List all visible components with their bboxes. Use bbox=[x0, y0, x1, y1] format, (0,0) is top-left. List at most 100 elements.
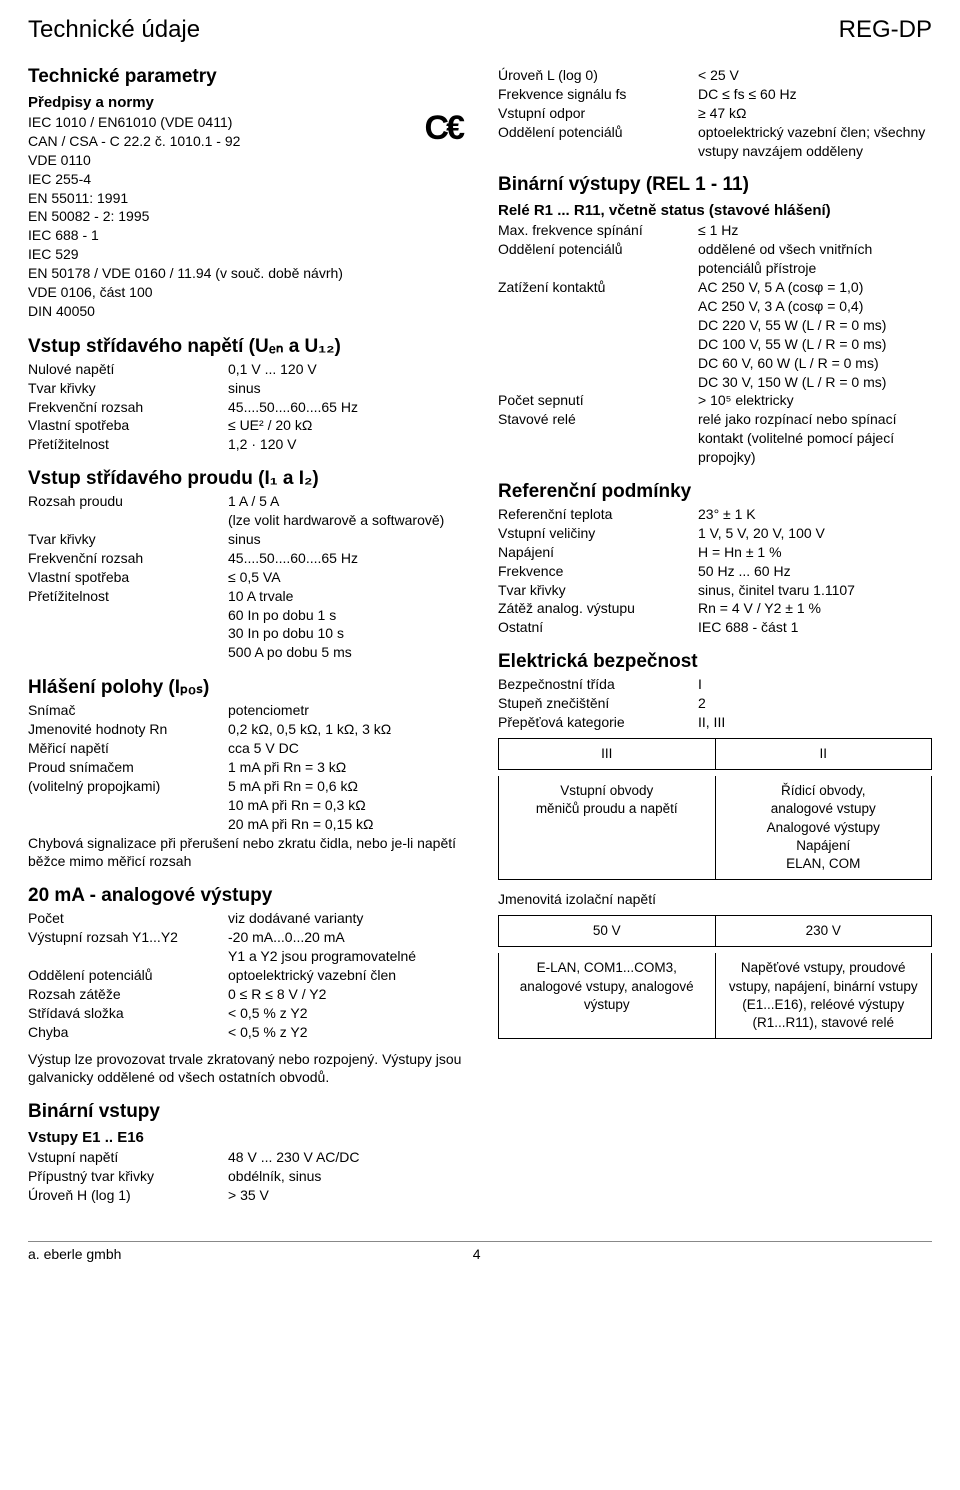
spec-row: Výstupní rozsah Y1...Y2-20 mA...0...20 m… bbox=[28, 928, 462, 966]
spec-row: Měřicí napětícca 5 V DC bbox=[28, 739, 462, 758]
list-item: EN 50178 / VDE 0160 / 11.94 (v souč. dob… bbox=[28, 264, 462, 283]
analog-out-heading: 20 mA - analogové výstupy bbox=[28, 885, 462, 907]
left-column: Technické parametry Předpisy a normy C€ … bbox=[28, 52, 462, 1205]
spec-label: Frekvence signálu fs bbox=[498, 85, 698, 104]
spec-row: Proud snímačem1 mA při Rn = 3 kΩ bbox=[28, 758, 462, 777]
pos-report-heading: Hlášení polohy (Iₚₒₛ) bbox=[28, 676, 462, 699]
spec-value: < 0,5 % z Y2 bbox=[228, 1023, 462, 1042]
spec-label: Tvar křivky bbox=[28, 530, 228, 549]
spec-row: Tvar křivkysinus bbox=[28, 530, 462, 549]
spec-label: Max. frekvence spínání bbox=[498, 221, 698, 240]
spec-row: Jmenovité hodnoty Rn0,2 kΩ, 0,5 kΩ, 1 kΩ… bbox=[28, 720, 462, 739]
spec-value: DC ≤ fs ≤ 60 Hz bbox=[698, 85, 932, 104]
t1-h2: II bbox=[715, 739, 932, 769]
list-item: IEC 688 - 1 bbox=[28, 226, 462, 245]
spec-label: Střídavá složka bbox=[28, 1004, 228, 1023]
spec-label: Nulové napětí bbox=[28, 360, 228, 379]
spec-value: 1 mA při Rn = 3 kΩ bbox=[228, 758, 462, 777]
spec-label: Oddělení potenciálů bbox=[498, 240, 698, 278]
spec-label: Bezpečnostní třída bbox=[498, 675, 698, 694]
spec-row: Nulové napětí0,1 V ... 120 V bbox=[28, 360, 462, 379]
bin-out-rows: Max. frekvence spínání≤ 1 HzOddělení pot… bbox=[498, 221, 932, 467]
spec-row: Vlastní spotřeba≤ UE² / 20 kΩ bbox=[28, 416, 462, 435]
spec-value: 2 bbox=[698, 694, 932, 713]
spec-label: Vstupní odpor bbox=[498, 104, 698, 123]
spec-value: optoelektrický vazební člen bbox=[228, 966, 462, 985]
footer-left: a. eberle gmbh bbox=[28, 1246, 121, 1262]
spec-row: Počet sepnutí> 10⁵ elektricky bbox=[498, 391, 932, 410]
right-column: Úroveň L (log 0)< 25 VFrekvence signálu … bbox=[498, 52, 932, 1205]
spec-value: 50 Hz ... 60 Hz bbox=[698, 562, 932, 581]
spec-row: Úroveň L (log 0)< 25 V bbox=[498, 66, 932, 85]
spec-label: Oddělení potenciálů bbox=[28, 966, 228, 985]
spec-label: Tvar křivky bbox=[498, 581, 698, 600]
t2-h1: 50 V bbox=[499, 916, 715, 946]
el-safety-rows: Bezpečnostní třídaIStupeň znečištění2Pře… bbox=[498, 675, 932, 732]
spec-value: sinus bbox=[228, 530, 462, 549]
spec-row: Frekvence signálu fsDC ≤ fs ≤ 60 Hz bbox=[498, 85, 932, 104]
bin-out-sub: Relé R1 ... R11, včetně status (stavové … bbox=[498, 202, 932, 219]
spec-value: 1 A / 5 A (lze volit hardwarově a softwa… bbox=[228, 492, 462, 530]
spec-row: Vstupní odpor≥ 47 kΩ bbox=[498, 104, 932, 123]
ref-cond-rows: Referenční teplota23° ± 1 KVstupní velič… bbox=[498, 505, 932, 637]
iso-table: 50 V 230 V bbox=[498, 915, 932, 947]
spec-row: Rozsah proudu1 A / 5 A (lze volit hardwa… bbox=[28, 492, 462, 530]
spec-value: 23° ± 1 K bbox=[698, 505, 932, 524]
spec-label: Počet bbox=[28, 909, 228, 928]
iso-table-body: E-LAN, COM1...COM3, analogové vstupy, an… bbox=[498, 953, 932, 1039]
list-item: CAN / CSA - C 22.2 č. 1010.1 - 92 bbox=[28, 132, 462, 151]
spec-label: Rozsah zátěže bbox=[28, 985, 228, 1004]
list-item: IEC 529 bbox=[28, 245, 462, 264]
spec-label: Přepěťová kategorie bbox=[498, 713, 698, 732]
spec-row: Frekvence50 Hz ... 60 Hz bbox=[498, 562, 932, 581]
spec-value: sinus bbox=[228, 379, 462, 398]
bin-out-heading: Binární výstupy (REL 1 - 11) bbox=[498, 174, 932, 196]
overvoltage-table: III II bbox=[498, 738, 932, 770]
spec-label: Napájení bbox=[498, 543, 698, 562]
spec-value: 0,1 V ... 120 V bbox=[228, 360, 462, 379]
spec-row: Oddělení potenciálůoptoelektrický vazebn… bbox=[28, 966, 462, 985]
list-item: EN 50082 - 2: 1995 bbox=[28, 207, 462, 226]
spec-label: Počet sepnutí bbox=[498, 391, 698, 410]
spec-value: oddělené od všech vnitřních potenciálů p… bbox=[698, 240, 932, 278]
spec-value: ≤ UE² / 20 kΩ bbox=[228, 416, 462, 435]
spec-value: 5 mA při Rn = 0,6 kΩ 10 mA při Rn = 0,3 … bbox=[228, 777, 462, 834]
bin-in-rows: Vstupní napětí48 V ... 230 V AC/DCPřípus… bbox=[28, 1148, 462, 1205]
spec-row: Přepěťová kategorieII, III bbox=[498, 713, 932, 732]
spec-label: Přípustný tvar křivky bbox=[28, 1167, 228, 1186]
spec-value: H = Hn ± 1 % bbox=[698, 543, 932, 562]
t2-h2: 230 V bbox=[715, 916, 932, 946]
spec-value: Rn = 4 V / Y2 ± 1 % bbox=[698, 599, 932, 618]
bin-in-sub: Vstupy E1 .. E16 bbox=[28, 1129, 462, 1146]
spec-label: Frekvenční rozsah bbox=[28, 398, 228, 417]
spec-row: Přetížitelnost10 A trvale 60 In po dobu … bbox=[28, 587, 462, 663]
spec-label: Přetížitelnost bbox=[28, 587, 228, 663]
spec-value: < 25 V bbox=[698, 66, 932, 85]
spec-value: sinus, činitel tvaru 1.1107 bbox=[698, 581, 932, 600]
spec-label: Přetížitelnost bbox=[28, 435, 228, 454]
pos-report-rows: SnímačpotenciometrJmenovité hodnoty Rn0,… bbox=[28, 701, 462, 833]
list-item: IEC 1010 / EN61010 (VDE 0411) bbox=[28, 113, 462, 132]
bin-in-cont-rows: Úroveň L (log 0)< 25 VFrekvence signálu … bbox=[498, 66, 932, 160]
spec-row: Frekvenční rozsah45....50....60....65 Hz bbox=[28, 549, 462, 568]
spec-value: ≥ 47 kΩ bbox=[698, 104, 932, 123]
spec-label: Úroveň H (log 1) bbox=[28, 1186, 228, 1205]
el-safety-heading: Elektrická bezpečnost bbox=[498, 651, 932, 673]
spec-value: viz dodávané varianty bbox=[228, 909, 462, 928]
spec-value: 45....50....60....65 Hz bbox=[228, 398, 462, 417]
spec-value: 0,2 kΩ, 0,5 kΩ, 1 kΩ, 3 kΩ bbox=[228, 720, 462, 739]
spec-value: > 10⁵ elektricky bbox=[698, 391, 932, 410]
spec-row: Zatížení kontaktůAC 250 V, 5 A (cosφ = 1… bbox=[498, 278, 932, 391]
overvoltage-table-body: Vstupní obvody měničů proudu a napětí Ří… bbox=[498, 776, 932, 880]
spec-label: Stavové relé bbox=[498, 410, 698, 467]
pos-report-note: Chybová signalizace při přerušení nebo z… bbox=[28, 834, 462, 872]
spec-label: Vstupní veličiny bbox=[498, 524, 698, 543]
spec-value: 10 A trvale 60 In po dobu 1 s 30 In po d… bbox=[228, 587, 462, 663]
analog-out-rows: Početviz dodávané variantyVýstupní rozsa… bbox=[28, 909, 462, 1041]
spec-value: obdélník, sinus bbox=[228, 1167, 462, 1186]
spec-row: (volitelný propojkami)5 mA při Rn = 0,6 … bbox=[28, 777, 462, 834]
footer-page: 4 bbox=[473, 1246, 481, 1262]
spec-value: IEC 688 - část 1 bbox=[698, 618, 932, 637]
spec-row: Vstupní veličiny1 V, 5 V, 20 V, 100 V bbox=[498, 524, 932, 543]
spec-row: Oddělení potenciálůoptoelektrický vazebn… bbox=[498, 123, 932, 161]
